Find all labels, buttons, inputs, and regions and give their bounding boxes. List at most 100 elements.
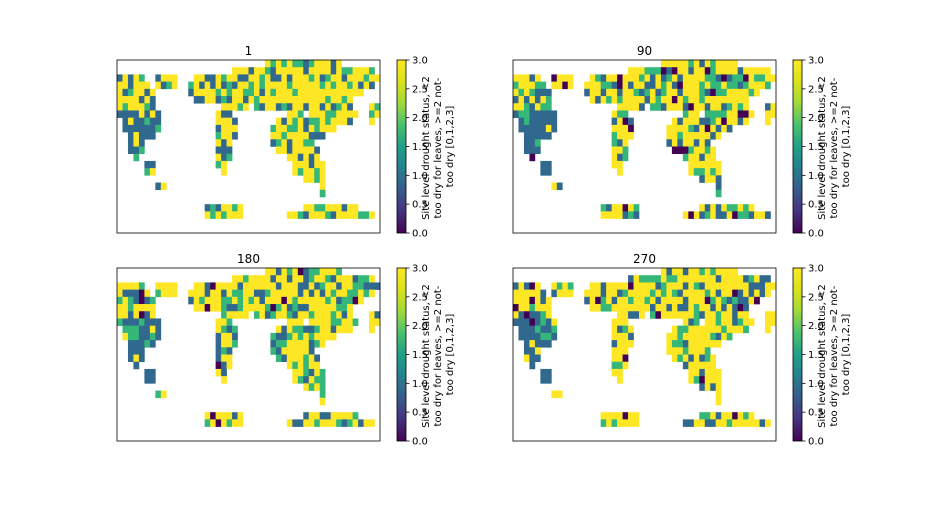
heatmap-cell [330,204,337,212]
heatmap-cell [710,275,717,283]
heatmap-cell [726,74,733,82]
heatmap-cell [319,390,326,399]
heatmap-cell [144,289,151,298]
heatmap-cell [226,419,233,427]
heatmap-cell [704,289,711,298]
heatmap-cell [138,282,145,290]
heatmap-cell [286,318,293,326]
heatmap-cell [551,318,558,326]
heatmap-cell [551,325,558,334]
heatmap-cell [551,390,558,399]
heatmap-cell [127,340,134,348]
heatmap-cell [671,347,678,355]
heatmap-cell [336,419,342,427]
heatmap-cell [715,376,722,384]
heatmap-cell [308,146,315,155]
heatmap-cell [518,296,525,305]
heatmap-cell [693,275,700,283]
heatmap-cell [122,103,129,111]
heatmap-cell [297,325,304,334]
heatmap-cell [737,318,744,326]
heatmap-cell [270,96,277,104]
heatmap-cell [160,390,167,399]
heatmap-cell [127,110,134,118]
heatmap-cell [540,110,547,118]
heatmap-cell [682,332,689,341]
heatmap-cell [314,282,321,290]
heatmap-cell [369,325,375,334]
heatmap-cell [292,103,299,111]
heatmap-cell [325,60,331,68]
heatmap-cell [737,304,744,312]
heatmap-cell [529,304,536,312]
heatmap-cell [286,275,293,283]
heatmap-cell [721,318,727,326]
heatmap-cell [237,282,244,290]
heatmap-cell [347,81,353,90]
heatmap-cell [671,311,678,319]
heatmap-cell [545,124,552,133]
heatmap-cell [243,74,249,82]
heatmap-cell [617,110,623,118]
heatmap-cell [155,110,162,118]
heatmap-cell [117,289,123,298]
heatmap-cell [699,103,706,111]
heatmap-cell [347,88,353,97]
heatmap-cell [292,110,299,118]
heatmap-cell [666,103,673,111]
heatmap-cell [743,88,749,97]
heatmap-cell [286,268,293,276]
heatmap-cell [704,67,711,75]
heatmap-cell [562,81,569,90]
heatmap-cell [655,275,662,283]
heatmap-cell [589,304,596,312]
heatmap-cell [210,204,216,212]
heatmap-cell [232,325,238,334]
heatmap-cell [622,211,629,219]
heatmap-cell [523,146,530,155]
heatmap-cell [682,96,689,104]
heatmap-cell [622,419,629,427]
heatmap-cell [369,318,375,326]
heatmap-cell [540,124,547,133]
heatmap-cell [677,354,684,363]
heatmap-cell [297,81,304,90]
heatmap-cell [699,376,706,384]
heatmap-cell [628,325,634,334]
heatmap-cell [341,117,348,126]
heatmap-cell [253,67,260,75]
heatmap-cell [292,211,299,219]
heatmap-cell [319,96,326,104]
heatmap-cell [715,110,722,118]
heatmap-cell [611,132,618,140]
heatmap-cell [138,318,145,326]
heatmap-cell [617,282,623,290]
heatmap-cell [155,117,162,126]
heatmap-cell [693,311,700,319]
heatmap-cell [556,81,563,90]
heatmap-cell [133,318,140,326]
heatmap-cell [693,117,700,126]
heatmap-cell [204,96,211,104]
heatmap-cell [655,282,662,290]
heatmap-cell [628,340,634,348]
heatmap-cell [308,325,315,334]
colorbar-label-line-3: too dry [0,1,2,3] [445,314,456,396]
heatmap-cell [319,397,326,406]
heatmap-cell [710,368,717,377]
heatmap-cell [303,332,310,341]
heatmap-cell [270,268,277,276]
heatmap-cell [677,268,684,276]
heatmap-cell [655,74,662,82]
heatmap-cell [264,268,271,276]
heatmap-cell [215,340,222,348]
heatmap-cell [369,289,375,298]
heatmap-cell [286,132,293,140]
heatmap-cell [617,168,623,176]
heatmap-cell [682,74,689,82]
heatmap-cell [513,96,519,104]
heatmap-cell [540,332,547,341]
heatmap-cell [682,318,689,326]
heatmap-cell [117,304,123,312]
